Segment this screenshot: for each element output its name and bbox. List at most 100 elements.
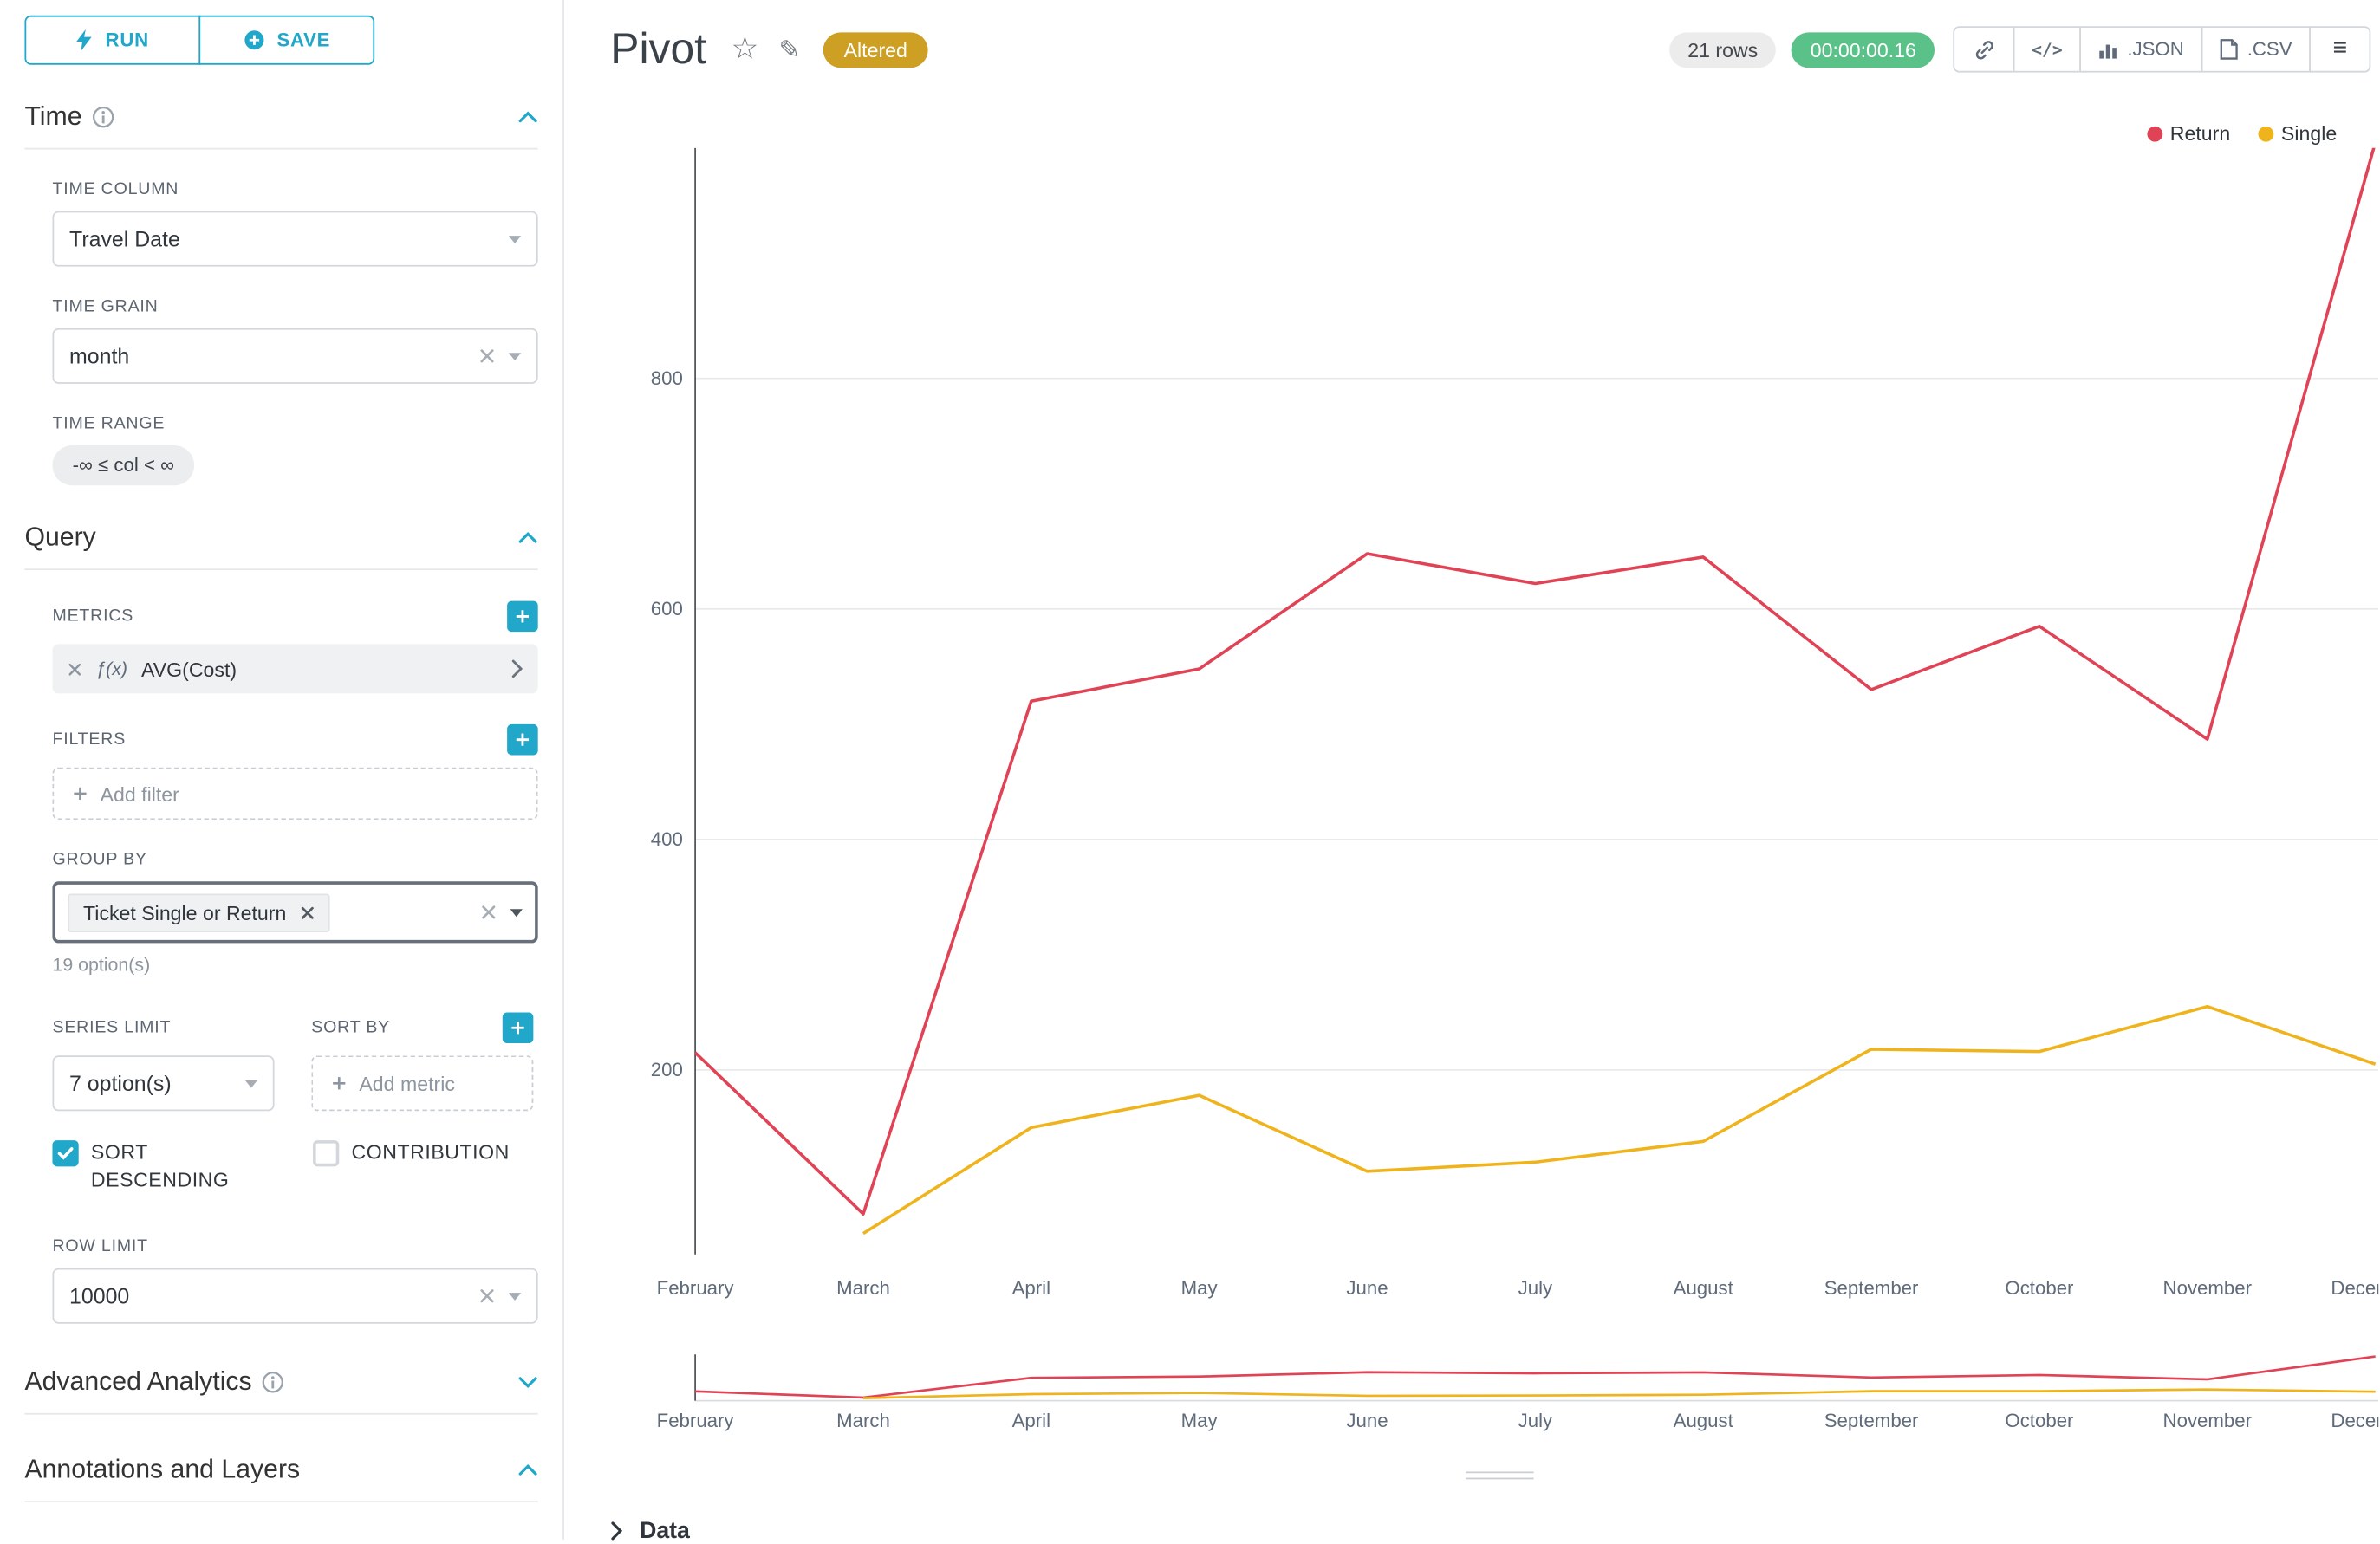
data-panel-title: Data bbox=[640, 1517, 690, 1544]
csv-file-icon bbox=[2220, 39, 2238, 60]
section-annotations-title: Annotations and Layers bbox=[24, 1455, 301, 1485]
time-column-select[interactable]: Travel Date bbox=[52, 211, 538, 267]
edit-icon[interactable]: ✎ bbox=[778, 35, 801, 64]
embed-code-button[interactable]: </> bbox=[2013, 26, 2081, 73]
info-icon[interactable] bbox=[93, 106, 114, 128]
remove-tag-icon[interactable] bbox=[300, 905, 314, 919]
legend-label-return: Return bbox=[2169, 121, 2231, 146]
svg-text:September: September bbox=[1824, 1410, 1919, 1431]
export-button-group: </> .JSON .CSV ≡ bbox=[1953, 26, 2371, 73]
export-csv-button[interactable]: .CSV bbox=[2201, 26, 2311, 73]
time-grain-label: TIME GRAIN bbox=[52, 297, 159, 316]
svg-text:April: April bbox=[1012, 1277, 1050, 1299]
svg-text:August: August bbox=[1674, 1277, 1734, 1299]
svg-text:800: 800 bbox=[651, 367, 683, 389]
add-filter-button[interactable] bbox=[507, 723, 538, 756]
run-button[interactable]: RUN bbox=[24, 15, 201, 65]
line-chart-canvas[interactable]: 200 400 600 800 February March April May June Jul… bbox=[615, 147, 2379, 1316]
legend-item-single[interactable]: Single bbox=[2258, 121, 2338, 146]
plus-icon bbox=[516, 733, 530, 746]
legend-item-return[interactable]: Return bbox=[2147, 121, 2231, 146]
sort-descending-checkbox[interactable]: SORT DESCENDING bbox=[52, 1139, 313, 1195]
panel-resize-handle[interactable] bbox=[1460, 1471, 1539, 1480]
time-range-label: TIME RANGE bbox=[52, 414, 166, 433]
caret-down-icon bbox=[510, 908, 523, 917]
fx-icon: ƒ(x) bbox=[95, 658, 128, 680]
link-icon bbox=[1975, 40, 1993, 59]
add-filter-dropzone[interactable]: Add filter bbox=[52, 767, 538, 821]
group-by-options-hint: 19 option(s) bbox=[52, 953, 151, 976]
plus-circle-icon bbox=[244, 30, 263, 50]
chart-legend: Return Single bbox=[2147, 121, 2338, 146]
altered-badge: Altered bbox=[823, 31, 928, 68]
info-icon[interactable] bbox=[263, 1372, 284, 1394]
row-limit-select[interactable]: 10000 bbox=[52, 1268, 538, 1325]
chevron-up-icon[interactable] bbox=[518, 531, 538, 544]
caret-down-icon bbox=[244, 1079, 258, 1087]
section-time-title: Time bbox=[24, 101, 82, 132]
run-save-group: RUN SAVE bbox=[24, 15, 537, 65]
chevron-right-icon[interactable] bbox=[511, 659, 523, 678]
svg-text:February: February bbox=[657, 1410, 735, 1431]
metrics-label: METRICS bbox=[52, 607, 134, 626]
contribution-label: CONTRIBUTION bbox=[351, 1140, 510, 1164]
add-filter-label: Add filter bbox=[100, 782, 179, 806]
plus-icon bbox=[74, 787, 87, 801]
svg-text:March: March bbox=[836, 1277, 890, 1299]
metric-chip[interactable]: ƒ(x) AVG(Cost) bbox=[52, 644, 538, 694]
chart-header: Pivot ☆ ✎ Altered 21 rows 00:00:00.16 </… bbox=[610, 24, 2371, 74]
svg-text:October: October bbox=[2005, 1277, 2074, 1299]
time-range-pill[interactable]: -∞ ≤ col < ∞ bbox=[52, 444, 195, 486]
clear-icon[interactable] bbox=[479, 1288, 495, 1304]
section-annotations-header[interactable]: Annotations and Layers bbox=[24, 1455, 538, 1503]
clear-icon[interactable] bbox=[479, 348, 495, 364]
clear-icon[interactable] bbox=[481, 905, 497, 920]
chevron-up-icon[interactable] bbox=[518, 1464, 538, 1476]
chevron-down-icon[interactable] bbox=[518, 1377, 538, 1389]
svg-text:June: June bbox=[1346, 1277, 1388, 1299]
data-panel-toggle[interactable]: Data bbox=[610, 1518, 690, 1544]
svg-text:February: February bbox=[657, 1277, 735, 1299]
add-metric-button[interactable] bbox=[507, 600, 538, 633]
svg-text:600: 600 bbox=[651, 598, 683, 620]
group-by-label: GROUP BY bbox=[52, 850, 147, 870]
chevron-up-icon[interactable] bbox=[518, 111, 538, 123]
series-limit-select[interactable]: 7 option(s) bbox=[52, 1055, 275, 1112]
checkbox-unchecked-icon bbox=[313, 1140, 340, 1167]
svg-text:September: September bbox=[1824, 1277, 1919, 1299]
legend-label-single: Single bbox=[2280, 121, 2338, 146]
section-advanced-header[interactable]: Advanced Analytics bbox=[24, 1367, 538, 1416]
sort-descending-label: SORT DESCENDING bbox=[90, 1140, 230, 1192]
favorite-star-icon[interactable]: ☆ bbox=[731, 32, 759, 67]
time-grain-select[interactable]: month bbox=[52, 328, 538, 384]
svg-text:March: March bbox=[836, 1410, 890, 1431]
mini-map-brush-chart[interactable]: February March April May June July August Septe… bbox=[615, 1350, 2379, 1439]
time-grain-value: month bbox=[69, 343, 130, 369]
chart-menu-button[interactable]: ≡ bbox=[2309, 26, 2371, 73]
time-column-value: Travel Date bbox=[69, 226, 180, 251]
svg-text:May: May bbox=[1181, 1277, 1219, 1299]
series-limit-label: SERIES LIMIT bbox=[52, 1018, 172, 1037]
svg-text:May: May bbox=[1181, 1410, 1219, 1431]
add-sort-metric-button[interactable] bbox=[502, 1012, 534, 1044]
row-limit-value: 10000 bbox=[69, 1284, 130, 1309]
share-link-button[interactable] bbox=[1953, 26, 2015, 73]
contribution-checkbox[interactable]: CONTRIBUTION bbox=[313, 1139, 510, 1195]
plus-icon bbox=[511, 1022, 524, 1035]
save-button[interactable]: SAVE bbox=[198, 15, 375, 65]
page-title: Pivot bbox=[610, 24, 706, 73]
svg-text:December: December bbox=[2331, 1410, 2378, 1431]
sort-by-dropzone[interactable]: Add metric bbox=[311, 1055, 534, 1112]
remove-metric-icon[interactable] bbox=[68, 662, 81, 676]
checkbox-checked-icon bbox=[52, 1140, 79, 1167]
plus-icon bbox=[516, 610, 530, 623]
section-time-header[interactable]: Time bbox=[24, 101, 538, 150]
svg-text:April: April bbox=[1012, 1410, 1050, 1431]
export-json-button[interactable]: .JSON bbox=[2079, 26, 2203, 73]
chevron-right-icon bbox=[611, 1521, 623, 1541]
svg-text:July: July bbox=[1518, 1410, 1553, 1431]
group-by-select[interactable]: Ticket Single or Return bbox=[52, 881, 538, 944]
section-query-header[interactable]: Query bbox=[24, 522, 538, 571]
svg-text:December: December bbox=[2331, 1277, 2378, 1299]
svg-text:October: October bbox=[2005, 1410, 2074, 1431]
